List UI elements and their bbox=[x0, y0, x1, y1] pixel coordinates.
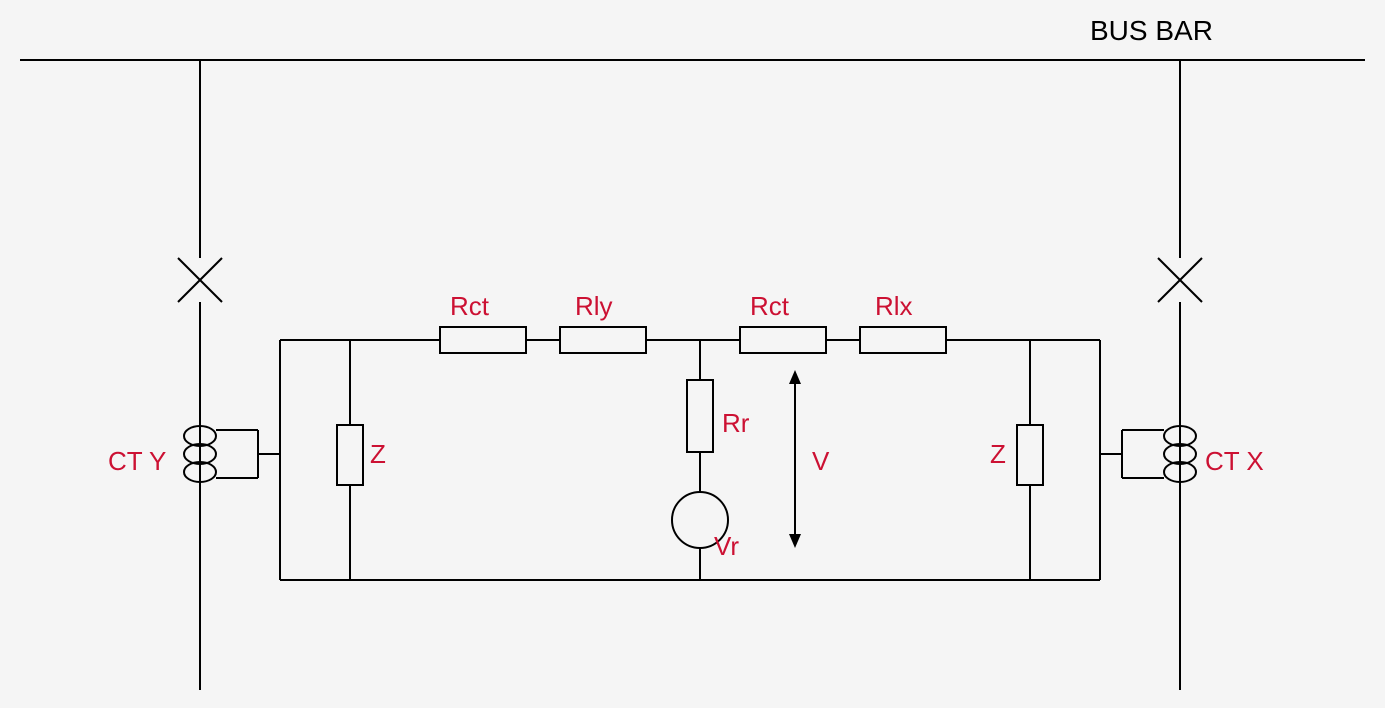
ct-x-label: CT X bbox=[1205, 446, 1264, 476]
rct-right-resistor bbox=[740, 327, 826, 353]
v-arrow-icon bbox=[789, 370, 801, 548]
left-breaker-icon bbox=[178, 258, 222, 302]
vr-label: Vr bbox=[714, 531, 739, 561]
z-left-resistor bbox=[337, 425, 363, 485]
rlx-resistor bbox=[860, 327, 946, 353]
rly-label: Rly bbox=[575, 291, 613, 321]
right-breaker-icon bbox=[1158, 258, 1202, 302]
z-left-label: Z bbox=[370, 439, 386, 469]
title-label: BUS BAR bbox=[1090, 15, 1213, 46]
z-right-resistor bbox=[1017, 425, 1043, 485]
rr-resistor bbox=[687, 380, 713, 452]
rlx-label: Rlx bbox=[875, 291, 913, 321]
circuit-diagram: BUS BAR CT Y CT X Rct bbox=[0, 0, 1385, 708]
v-label: V bbox=[812, 446, 830, 476]
rct-right-label: Rct bbox=[750, 291, 790, 321]
rct-left-label: Rct bbox=[450, 291, 490, 321]
z-right-label: Z bbox=[990, 439, 1006, 469]
rly-resistor bbox=[560, 327, 646, 353]
rct-left-resistor bbox=[440, 327, 526, 353]
ct-y-label: CT Y bbox=[108, 446, 166, 476]
rr-label: Rr bbox=[722, 408, 750, 438]
